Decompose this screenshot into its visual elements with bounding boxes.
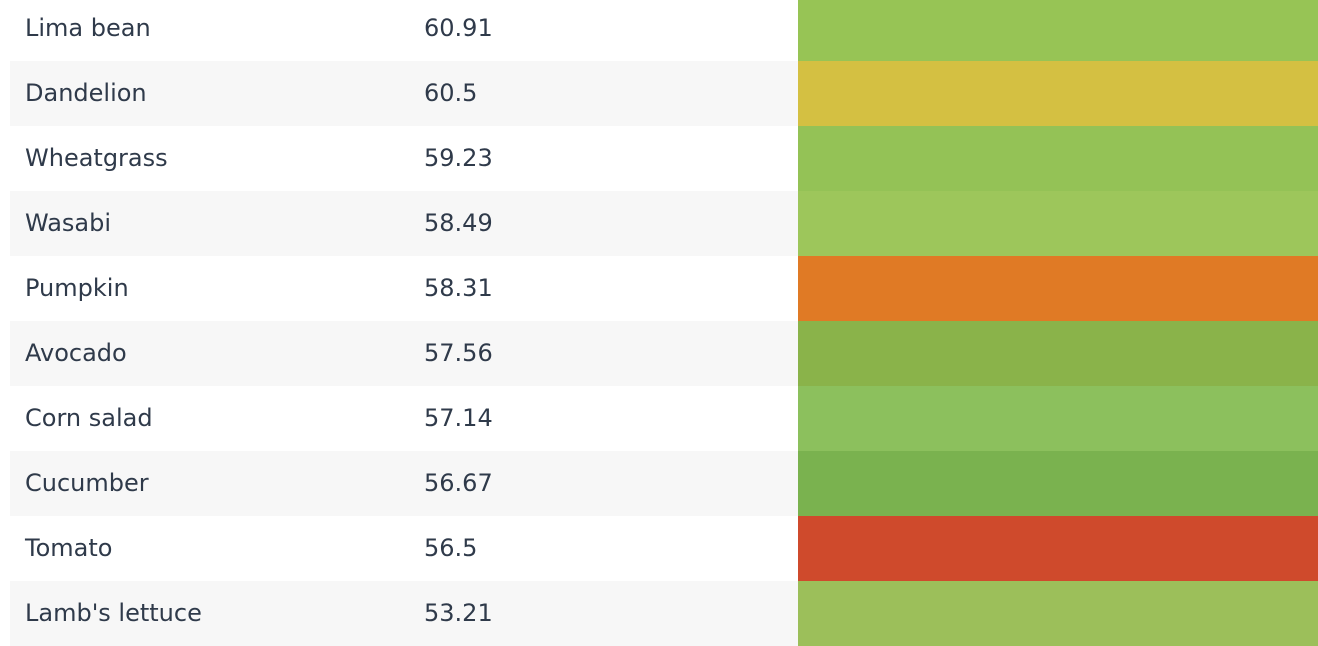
row-value: 60.91 [424,14,493,42]
table-row: Lamb's lettuce 53.21 [10,581,1318,646]
row-value: 58.49 [424,209,493,237]
row-name: Wheatgrass [25,144,168,172]
row-color-swatch [798,451,1318,516]
row-name: Corn salad [25,404,153,432]
table-row: Pumpkin 58.31 [10,256,1318,321]
table-row: Avocado 57.56 [10,321,1318,386]
table-row: Cucumber 56.67 [10,451,1318,516]
row-color-swatch [798,581,1318,646]
row-value: 57.14 [424,404,493,432]
row-name: Avocado [25,339,127,367]
row-value: 53.21 [424,599,493,627]
table-row: Tomato 56.5 [10,516,1318,581]
vegetable-table: Lima bean 60.91 Dandelion 60.5 Wheatgras… [10,0,1318,646]
table-row: Wasabi 58.49 [10,191,1318,256]
row-value: 56.67 [424,469,493,497]
table-row: Wheatgrass 59.23 [10,126,1318,191]
row-name: Lamb's lettuce [25,599,202,627]
row-color-swatch [798,126,1318,191]
row-name: Pumpkin [25,274,129,302]
table-row: Corn salad 57.14 [10,386,1318,451]
row-value: 60.5 [424,79,478,107]
table-row: Dandelion 60.5 [10,61,1318,126]
row-color-swatch [798,516,1318,581]
row-value: 58.31 [424,274,493,302]
row-name: Lima bean [25,14,151,42]
row-color-swatch [798,0,1318,61]
row-color-swatch [798,321,1318,386]
row-value: 56.5 [424,534,478,562]
row-name: Cucumber [25,469,149,497]
table-row: Lima bean 60.91 [10,0,1318,61]
row-name: Dandelion [25,79,147,107]
row-color-swatch [798,256,1318,321]
row-value: 57.56 [424,339,493,367]
row-color-swatch [798,61,1318,126]
row-name: Wasabi [25,209,112,237]
row-color-swatch [798,386,1318,451]
row-color-swatch [798,191,1318,256]
row-value: 59.23 [424,144,493,172]
row-name: Tomato [25,534,113,562]
